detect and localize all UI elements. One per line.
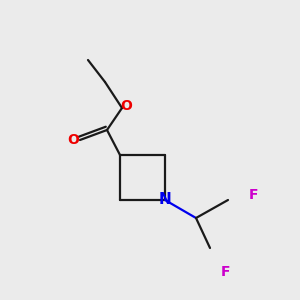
Text: O: O	[120, 99, 132, 113]
Text: F: F	[221, 265, 231, 279]
Text: N: N	[159, 193, 171, 208]
Text: F: F	[249, 188, 259, 202]
Text: O: O	[67, 133, 79, 147]
